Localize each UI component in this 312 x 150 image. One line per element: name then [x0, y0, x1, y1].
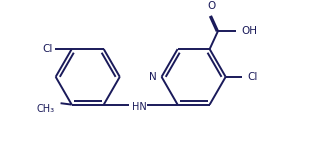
Text: CH₃: CH₃ — [37, 104, 55, 114]
Text: Cl: Cl — [247, 72, 258, 82]
Text: HN: HN — [132, 102, 147, 112]
Text: N: N — [149, 72, 157, 82]
Text: Cl: Cl — [42, 44, 53, 54]
Text: OH: OH — [241, 26, 257, 36]
Text: O: O — [207, 1, 215, 11]
